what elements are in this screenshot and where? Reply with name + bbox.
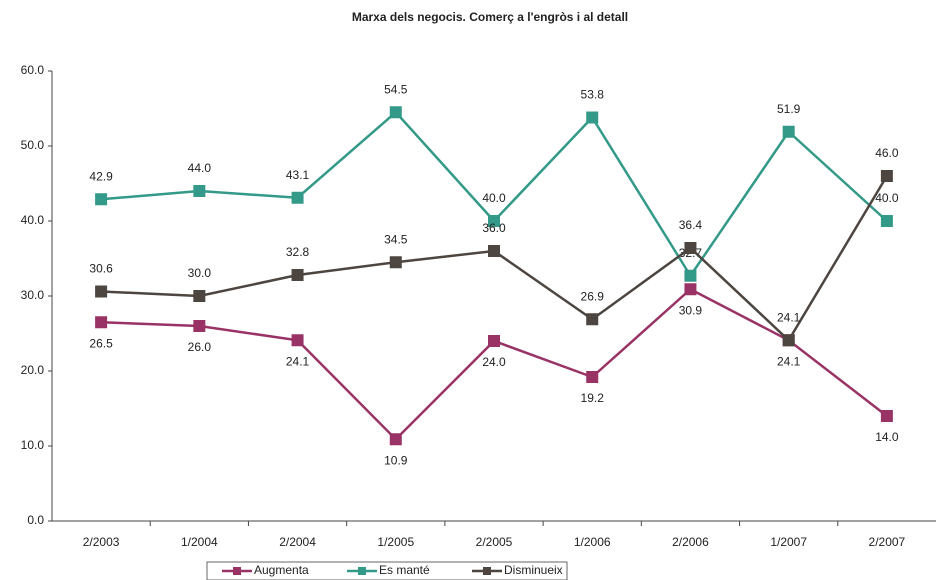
legend-marker — [483, 567, 491, 575]
point — [684, 269, 697, 282]
x-tick-label: 2/2003 — [83, 535, 120, 549]
legend-label: Augmenta — [254, 563, 309, 577]
point — [684, 283, 697, 296]
point — [389, 433, 402, 446]
point — [291, 334, 304, 347]
data-label: 51.9 — [777, 102, 801, 116]
data-label: 26.0 — [188, 340, 212, 354]
y-tick-label: 60.0 — [21, 63, 45, 77]
point — [880, 215, 893, 227]
legend-marker — [233, 567, 241, 575]
data-label: 54.5 — [384, 82, 408, 96]
point — [193, 320, 206, 332]
x-tick-label: 2/2007 — [869, 535, 906, 549]
point — [389, 256, 402, 269]
data-label: 10.9 — [384, 453, 408, 467]
data-label: 53.8 — [581, 88, 605, 102]
data-label: 30.6 — [89, 262, 113, 276]
y-tick-label: 30.0 — [21, 288, 45, 302]
legend-marker — [358, 567, 366, 575]
point — [488, 215, 500, 227]
data-label: 46.0 — [875, 146, 899, 160]
data-label: 30.9 — [679, 303, 703, 317]
legend-box — [206, 561, 568, 580]
x-tick-label: 2/2005 — [476, 535, 513, 549]
data-label: 26.5 — [89, 336, 113, 350]
y-tick-label: 50.0 — [21, 138, 45, 152]
point — [389, 106, 402, 119]
data-label: 24.0 — [482, 355, 506, 369]
point — [95, 285, 108, 298]
x-tick-label: 1/2004 — [181, 535, 218, 549]
data-label: 43.1 — [286, 168, 310, 182]
data-label: 36.4 — [679, 218, 703, 232]
data-label: 42.9 — [89, 169, 113, 183]
point — [488, 335, 500, 347]
data-label: 34.5 — [384, 232, 408, 246]
point — [880, 170, 893, 182]
y-tick-label: 10.0 — [21, 438, 45, 452]
point — [488, 245, 500, 257]
point — [193, 185, 206, 197]
data-label: 24.1 — [777, 310, 801, 324]
data-label: 44.0 — [188, 161, 212, 175]
point — [95, 193, 108, 206]
data-label: 30.0 — [188, 266, 212, 280]
point — [193, 290, 206, 302]
x-tick-label: 2/2004 — [279, 535, 316, 549]
data-label: 19.2 — [581, 391, 605, 405]
data-label: 24.1 — [286, 354, 310, 368]
chart-title: Marxa dels negocis. Comerç a l'engròs i … — [352, 10, 628, 24]
x-tick-label: 1/2007 — [770, 535, 807, 549]
legend-label: Es manté — [379, 563, 430, 577]
point — [291, 191, 304, 204]
data-label: 32.8 — [286, 245, 310, 259]
point — [782, 334, 795, 347]
legend-label: Disminueix — [504, 563, 563, 577]
point — [95, 316, 108, 329]
point — [880, 410, 893, 422]
point — [586, 111, 599, 124]
point — [684, 242, 697, 254]
data-label: 40.0 — [482, 191, 506, 205]
point — [586, 371, 599, 383]
x-tick-label: 1/2005 — [377, 535, 414, 549]
y-tick-label: 40.0 — [21, 213, 45, 227]
data-label: 24.1 — [777, 354, 801, 368]
point — [782, 125, 795, 138]
data-label: 26.9 — [581, 289, 605, 303]
point — [586, 313, 599, 326]
point — [291, 269, 304, 281]
x-tick-label: 1/2006 — [574, 535, 611, 549]
data-label: 36.0 — [482, 221, 506, 235]
y-tick-label: 20.0 — [21, 363, 45, 377]
data-label: 40.0 — [875, 191, 899, 205]
data-label: 14.0 — [875, 430, 899, 444]
x-tick-label: 2/2006 — [672, 535, 709, 549]
y-tick-label: 0.0 — [27, 513, 44, 527]
